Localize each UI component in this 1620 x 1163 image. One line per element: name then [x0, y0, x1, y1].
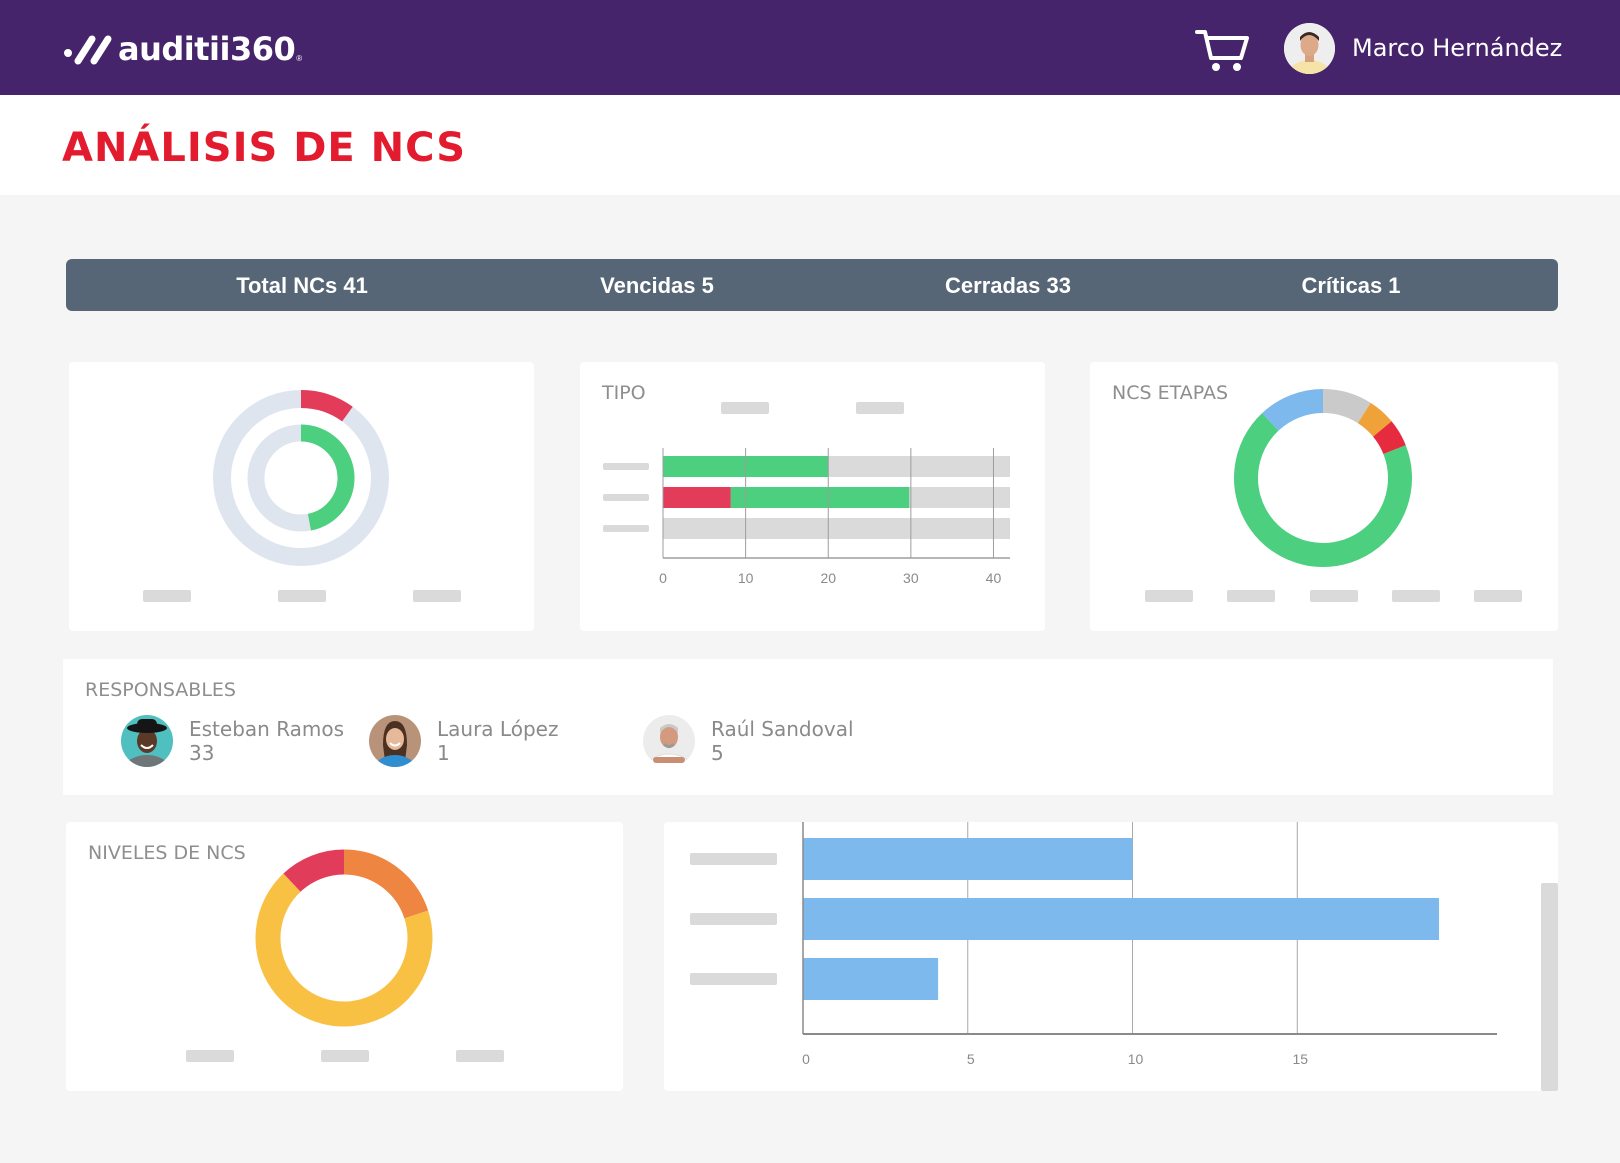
x-tick-label: 0: [802, 1051, 810, 1067]
category-label-placeholder: [690, 913, 777, 925]
bar-background: [663, 518, 1010, 539]
page-header: ANÁLISIS DE NCS: [0, 95, 1620, 195]
category-label-placeholder: [690, 853, 777, 865]
logo-registered: ®: [296, 53, 303, 63]
logo-text: auditii360: [118, 30, 296, 68]
responsable-name: Laura López: [437, 717, 559, 741]
niveles-title: NIVELES DE NCS: [88, 842, 246, 864]
summary-stats-bar: Total NCs 41 Vencidas 5 Cerradas 33 Crít…: [66, 259, 1558, 311]
card-niveles-de-ncs: NIVELES DE NCS: [66, 822, 623, 1091]
donut-slice[interactable]: [1322, 389, 1371, 424]
donut-slice[interactable]: [283, 849, 345, 893]
progress-rings-chart: [213, 390, 389, 566]
x-tick-label: 20: [820, 570, 837, 586]
category-label-placeholder: [603, 494, 649, 501]
category-label-placeholder: [603, 463, 649, 470]
legend-placeholder: [186, 1050, 234, 1062]
tipo-bar-chart: [662, 448, 1010, 559]
responsable-avatar: [643, 715, 695, 767]
auditii360-logo[interactable]: auditii360 ®: [62, 30, 302, 68]
x-tick-label: 40: [985, 570, 1002, 586]
bar-segment-green[interactable]: [730, 487, 910, 508]
x-tick-label: 5: [966, 1051, 975, 1067]
card-horizontal-bars: 0 5 10 15: [664, 822, 1558, 1091]
etapas-title: NCS ETAPAS: [1112, 382, 1229, 404]
legend-placeholder: [143, 590, 191, 602]
legend-placeholder: [1145, 590, 1193, 602]
donut-slice[interactable]: [1234, 413, 1412, 567]
horizontal-bar-chart: [802, 822, 1497, 1035]
x-tick-label: 15: [1292, 1051, 1309, 1067]
responsable-name: Raúl Sandoval: [711, 717, 854, 741]
donut-slice[interactable]: [343, 849, 429, 919]
chart-scrollbar[interactable]: [1541, 883, 1558, 1091]
donut-slice[interactable]: [1357, 402, 1392, 437]
page-title: ANÁLISIS DE NCS: [62, 125, 467, 171]
stat-criticas[interactable]: Críticas 1: [1301, 273, 1401, 298]
etapas-donut-chart: [1234, 389, 1412, 567]
stat-vencidas[interactable]: Vencidas 5: [600, 273, 714, 298]
legend-placeholder: [1310, 590, 1358, 602]
responsable-count: 33: [189, 741, 215, 765]
stat-total-ncs[interactable]: Total NCs 41: [236, 273, 368, 298]
user-avatar[interactable]: [1284, 23, 1335, 74]
legend-placeholder: [278, 590, 326, 602]
legend-placeholder: [1474, 590, 1522, 602]
top-navigation-bar: auditii360 ® Marco Hernández: [0, 0, 1620, 95]
bar[interactable]: [803, 898, 1439, 940]
card-tipo: TIPO 0 10 20 30 40: [580, 362, 1045, 631]
legend-placeholder: [413, 590, 461, 602]
category-label-placeholder: [603, 525, 649, 532]
niveles-donut-chart: [255, 849, 433, 1027]
legend-placeholder: [1392, 590, 1440, 602]
user-name[interactable]: Marco Hernández: [1352, 34, 1563, 62]
shopping-cart-icon[interactable]: [1195, 28, 1251, 72]
donut-slice[interactable]: [1372, 421, 1406, 455]
ring-progress-inner[interactable]: [300, 424, 355, 531]
tipo-title: TIPO: [602, 382, 646, 404]
bar-segment-red[interactable]: [663, 487, 731, 508]
stat-cerradas[interactable]: Cerradas 33: [945, 273, 1071, 298]
card-responsables: RESPONSABLES Esteban Ramos 33 Laura Lópe…: [63, 659, 1553, 795]
bar[interactable]: [803, 958, 939, 1000]
x-tick-label: 10: [737, 570, 754, 586]
responsable-avatar: [121, 715, 173, 767]
logo-mark-icon: [64, 35, 112, 65]
ring-track: [213, 390, 389, 566]
responsable-count: 1: [437, 741, 450, 765]
legend-placeholder: [1227, 590, 1275, 602]
donut-slice[interactable]: [1262, 389, 1324, 431]
responsables-title: RESPONSABLES: [85, 679, 236, 701]
x-tick-label: 0: [659, 570, 667, 586]
legend-placeholder: [856, 402, 904, 414]
x-tick-label: 30: [903, 570, 919, 586]
legend-placeholder: [321, 1050, 369, 1062]
card-progress-rings: [69, 362, 534, 631]
donut-slice[interactable]: [255, 873, 433, 1027]
responsable-count: 5: [711, 741, 724, 765]
category-label-placeholder: [690, 973, 777, 985]
x-tick-label: 10: [1127, 1051, 1144, 1067]
legend-placeholder: [456, 1050, 504, 1062]
card-ncs-etapas: NCS ETAPAS: [1090, 362, 1558, 631]
bar[interactable]: [803, 838, 1133, 880]
responsable-name: Esteban Ramos: [189, 717, 345, 741]
ring-progress-outer[interactable]: [300, 390, 353, 422]
legend-placeholder: [721, 402, 769, 414]
responsable-avatar: [369, 715, 421, 767]
